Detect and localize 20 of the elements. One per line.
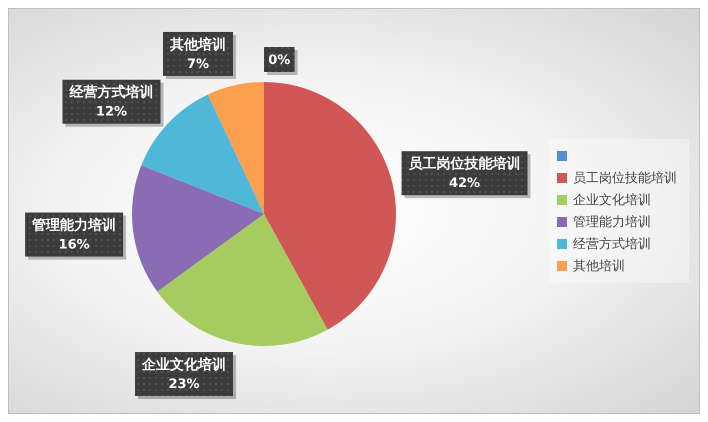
- slice-label: 其他培训: [169, 36, 226, 53]
- legend-label: 管理能力培训: [573, 214, 651, 231]
- slice-label: 经营方式培训: [68, 84, 154, 101]
- pie-slice: [264, 82, 396, 330]
- slice-label: 企业文化培训: [141, 356, 226, 374]
- data-label: 42%: [448, 176, 480, 192]
- data-label: 7%: [186, 56, 210, 72]
- pie-slice: [132, 165, 264, 292]
- pie-slice: [157, 214, 328, 346]
- slice-label: 管理能力培训: [31, 216, 116, 234]
- text: 0%: [268, 53, 290, 68]
- pie-slice: [208, 82, 264, 214]
- data-label: 23%: [168, 377, 200, 392]
- legend-label: 员工岗位技能培训: [573, 170, 677, 187]
- legend-label: 其他培训: [573, 258, 625, 275]
- slice-label: 员工岗位技能培训: [408, 155, 521, 172]
- data-label: 16%: [58, 238, 90, 253]
- data-label: 12%: [96, 104, 128, 120]
- legend-label: 经营方式培训: [573, 236, 651, 253]
- legend-label: 企业文化培训: [573, 192, 651, 209]
